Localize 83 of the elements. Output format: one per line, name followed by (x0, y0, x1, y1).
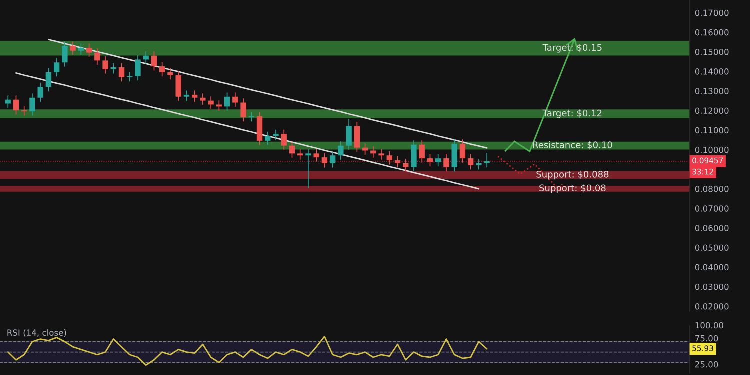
band-label: Support: $0.08 (540, 184, 606, 194)
candlestick (281, 130, 287, 150)
y-tick-label: 0.07000 (695, 206, 729, 212)
y-tick-label: 0.11000 (695, 127, 729, 134)
candlestick (411, 140, 417, 172)
candlestick (168, 68, 174, 80)
candlestick (386, 151, 392, 165)
candlestick (118, 63, 125, 82)
candlestick (240, 98, 246, 122)
band-label: Support: $0.088 (536, 170, 609, 180)
band-label: Target: $0.12 (542, 110, 602, 118)
candlestick (38, 82, 44, 102)
candlestick (62, 42, 68, 67)
candlestick (70, 42, 76, 56)
candlestick (298, 149, 304, 160)
candlestick (419, 140, 425, 163)
candlestick (192, 90, 198, 102)
candlestick (54, 58, 60, 77)
y-tick-label: 0.10000 (695, 146, 729, 154)
chart-title: RSI (14, close) (8, 330, 66, 337)
y-tick-label: 75.00 (696, 335, 718, 342)
candlestick (224, 92, 230, 112)
candlestick (22, 106, 28, 116)
candlestick (78, 44, 84, 56)
y-tick-label: 0.08000 (695, 186, 729, 192)
candlestick (265, 132, 271, 146)
candlestick (476, 159, 482, 170)
y-tick-label: 0.06000 (695, 225, 729, 232)
candlestick (289, 142, 296, 158)
candlestick (86, 44, 92, 58)
band-label: Resistance: $0.10 (533, 141, 612, 150)
candlestick (200, 94, 206, 106)
band-label: Target: $0.15 (542, 44, 602, 53)
y-tick-label: 0.05000 (695, 244, 729, 252)
candlestick (346, 118, 352, 150)
y-tick-label: 0.12000 (695, 108, 729, 114)
candlestick (378, 149, 384, 160)
candlestick (127, 72, 133, 82)
candlestick (135, 55, 141, 81)
candlestick (452, 140, 458, 172)
candlestick (322, 153, 328, 168)
candlestick (354, 122, 360, 152)
candlestick (306, 149, 312, 188)
candlestick (394, 156, 401, 168)
candlestick (330, 151, 336, 168)
candlestick (232, 92, 238, 108)
candlestick (46, 68, 52, 92)
y-tick-label: 0.14000 (695, 68, 729, 75)
candlestick (30, 94, 36, 116)
candlestick (248, 112, 254, 122)
candlestick (338, 142, 344, 160)
candlestick (460, 140, 466, 163)
candlestick (13, 96, 20, 115)
y-tick-label: 0.17000 (695, 10, 729, 16)
candlestick (160, 62, 166, 77)
y-tick-label: 0.04000 (695, 264, 729, 271)
y-tick-label: 0.15000 (695, 48, 729, 56)
y-tick-label: 0.13000 (695, 88, 729, 94)
line-series (16, 72, 480, 190)
y-tick-label: 0.03000 (695, 284, 729, 290)
candlestick (216, 100, 222, 112)
candlestick (314, 149, 320, 162)
line-series (48, 39, 488, 149)
y-tick-label: 25.00 (695, 361, 718, 368)
line-series (7, 336, 488, 366)
candlestick (184, 90, 190, 102)
candlestick (110, 63, 116, 74)
candlestick (403, 159, 409, 172)
candlestick (436, 154, 442, 167)
candlestick (208, 96, 214, 110)
y-tick-label: 0.02000 (695, 303, 729, 310)
candlestick (176, 71, 182, 102)
candlestick (484, 153, 490, 168)
candlestick (102, 56, 108, 74)
candlestick (94, 48, 100, 66)
y-tick-label: 100.00 (696, 322, 724, 329)
candlestick (273, 130, 279, 140)
candlestick (427, 154, 434, 167)
candlestick (444, 154, 450, 172)
candlestick (370, 146, 376, 158)
candlestick (468, 154, 474, 170)
candlestick (151, 51, 158, 71)
y-tick-label: 0.16000 (695, 29, 729, 36)
